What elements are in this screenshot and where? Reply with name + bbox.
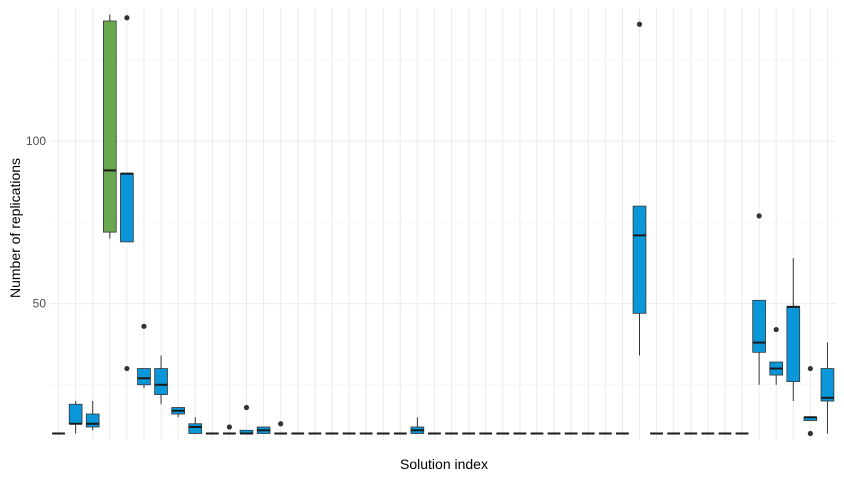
- box-iqr: [85, 413, 100, 428]
- box-iqr: [137, 368, 151, 386]
- box-iqr: [820, 368, 835, 402]
- box-2: [68, 401, 83, 434]
- box-12: [239, 404, 254, 435]
- y-tick-label: 100: [26, 134, 46, 148]
- box-22: [410, 417, 425, 434]
- box-45: [803, 365, 818, 437]
- box-iqr: [752, 299, 766, 353]
- box-9: [188, 417, 203, 434]
- outlier-point: [124, 15, 130, 21]
- outlier-point: [278, 421, 284, 427]
- y-axis-ticks: 50 100: [26, 134, 46, 310]
- box-6: [137, 323, 151, 389]
- outlier-point: [226, 424, 233, 430]
- outlier-point: [807, 430, 813, 437]
- outlier-point: [756, 213, 762, 219]
- box-4: [102, 14, 117, 239]
- box-iqr: [68, 403, 83, 425]
- box-42: [752, 213, 766, 385]
- outlier-point: [636, 21, 643, 27]
- outlier-point: [124, 365, 130, 372]
- grid: [50, 8, 836, 440]
- y-tick-label: 50: [33, 297, 47, 311]
- box-44: [786, 258, 801, 402]
- box-iqr: [154, 368, 168, 395]
- box-46: [820, 342, 835, 434]
- outlier-point: [243, 404, 250, 411]
- box-8: [171, 407, 185, 418]
- box-14: [274, 421, 288, 435]
- box-iqr: [102, 20, 117, 233]
- box-5: [120, 15, 134, 372]
- box-13: [256, 426, 271, 434]
- box-iqr: [120, 173, 134, 243]
- box-3: [85, 401, 100, 431]
- box-11: [223, 424, 236, 435]
- x-axis-title: Solution index: [400, 456, 488, 472]
- outlier-point: [807, 365, 813, 372]
- boxplot-series: [52, 14, 835, 437]
- box-iqr: [188, 423, 203, 434]
- outlier-point: [773, 326, 779, 333]
- outlier-point: [141, 323, 147, 329]
- box-iqr: [786, 306, 801, 382]
- box-7: [154, 355, 168, 405]
- y-axis-title: Number of replications: [7, 158, 23, 298]
- box-43: [769, 326, 784, 385]
- box-35: [632, 21, 647, 356]
- box-iqr: [632, 205, 647, 314]
